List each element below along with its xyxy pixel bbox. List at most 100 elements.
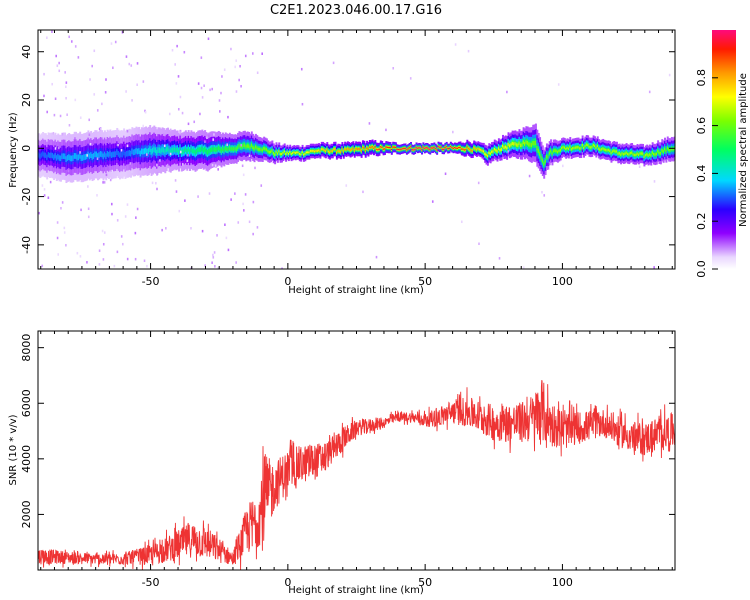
- spectrogram-noise: [116, 219, 119, 222]
- spectrogram-cell: [331, 150, 334, 152]
- spectrogram-noise: [248, 154, 251, 157]
- spectrogram-noise: [261, 52, 263, 55]
- spectrogram-noise: [193, 120, 196, 124]
- x-tick-label: -50: [142, 275, 160, 288]
- spectrogram-cell: [237, 145, 240, 150]
- spectrogram-noise: [201, 229, 204, 233]
- spectrogram-noise: [345, 184, 348, 187]
- spectrogram-cell: [405, 149, 408, 151]
- spectrogram-noise: [178, 209, 181, 213]
- spectrogram-cell: [451, 147, 454, 149]
- spectrogram-cell: [636, 152, 639, 155]
- spectrogram-noise: [171, 48, 174, 52]
- spectrogram-cell: [149, 146, 152, 153]
- spectrogram-cell: [599, 148, 602, 152]
- spectrogram-cell: [66, 155, 69, 161]
- spectrogram-cell: [633, 153, 636, 157]
- spectrogram-noise: [109, 178, 112, 182]
- spectrogram-cell: [419, 147, 422, 149]
- spectrogram-cell: [65, 156, 68, 162]
- spectrogram-cell: [216, 147, 219, 152]
- spectrogram-cell: [44, 152, 47, 158]
- spectrogram-cell: [532, 140, 535, 146]
- spectrogram-cell: [602, 147, 605, 150]
- spectrogram-cell: [637, 153, 640, 156]
- spectrogram-noise: [219, 110, 221, 113]
- spectrogram-cell: [278, 150, 281, 153]
- spectrogram-cell: [631, 151, 634, 154]
- spectrogram-noise: [131, 99, 133, 102]
- spectrogram-noise: [88, 133, 91, 137]
- spectrogram-noise: [187, 122, 190, 126]
- spectrogram-noise: [57, 146, 60, 150]
- spectrogram-cell: [669, 148, 672, 152]
- spectrogram-cell: [390, 148, 393, 151]
- spectrogram-cell: [491, 150, 494, 153]
- spectrogram-noise: [60, 206, 62, 210]
- spectrogram-cell: [379, 146, 382, 148]
- spectrogram-noise: [130, 64, 133, 67]
- spectrogram-cell: [282, 151, 285, 154]
- spectrogram-noise: [187, 154, 189, 157]
- spectrogram-cell: [556, 150, 559, 154]
- spectrogram-noise: [128, 62, 131, 66]
- spectrogram-cell: [226, 147, 229, 151]
- spectrogram-cell: [495, 149, 498, 152]
- spectrogram-noise: [113, 264, 116, 268]
- spectrogram-cell: [167, 146, 170, 152]
- spectrogram-noise: [57, 253, 60, 256]
- spectrogram-cell: [511, 141, 514, 145]
- spectrogram-cell: [308, 151, 311, 154]
- spectrogram-cell: [64, 153, 67, 160]
- spectrogram-cell: [327, 150, 330, 153]
- spectrogram-noise: [175, 190, 178, 193]
- spectrogram-noise: [146, 264, 148, 268]
- spectrogram-cell: [275, 150, 278, 153]
- spectrogram-cell: [182, 149, 185, 154]
- spectrogram-noise: [218, 99, 221, 102]
- spectrogram-cell: [537, 148, 540, 153]
- spectrogram-cell: [615, 150, 618, 153]
- spectrogram-noise: [332, 61, 335, 65]
- spectrogram-cell: [653, 152, 656, 156]
- spectrogram-cell: [326, 148, 329, 151]
- spectrogram-cell: [57, 153, 60, 160]
- spectrogram-cell: [224, 146, 227, 151]
- spectrogram-cell: [658, 151, 661, 155]
- spectrogram-noise: [211, 163, 214, 167]
- figure-title: C2E1.2023.046.00.17.G16: [270, 3, 442, 18]
- spectrogram-cell: [421, 149, 423, 151]
- spectrogram-noise: [43, 94, 45, 98]
- spectrogram-noise: [163, 144, 166, 147]
- spectrogram-noise: [41, 184, 44, 187]
- spectrogram-cell: [401, 148, 404, 150]
- spectrogram-noise: [197, 195, 199, 198]
- spectrogram-cell: [330, 150, 333, 152]
- spectrogram-cell: [662, 150, 665, 153]
- spectrogram-noise: [477, 181, 480, 185]
- spectrogram-cell: [432, 147, 434, 149]
- spectrogram-cell: [114, 151, 117, 158]
- spectrogram-cell: [364, 149, 367, 152]
- spectrogram-cell: [88, 153, 91, 160]
- spectrogram-cell: [338, 150, 341, 153]
- spectrogram-cell: [496, 150, 499, 153]
- spectrogram-noise: [102, 242, 105, 246]
- spectrogram-cell: [370, 146, 373, 149]
- spectrogram-cell: [323, 149, 326, 152]
- spectrogram-cell: [106, 150, 109, 157]
- spectrogram-cell: [289, 151, 292, 153]
- spectrogram-noise: [207, 37, 210, 41]
- spectrogram-marks: [38, 30, 675, 269]
- spectrogram-cell: [319, 150, 322, 153]
- spectrogram-cell: [622, 153, 625, 156]
- spectrogram-cell: [158, 147, 161, 153]
- spectrogram-cell: [171, 147, 174, 153]
- spectrogram-cell: [223, 148, 226, 153]
- spectrogram-cell: [256, 146, 259, 150]
- spectrogram-noise: [89, 142, 92, 146]
- spectrogram-noise: [235, 261, 237, 264]
- spectrogram-noise: [120, 148, 123, 152]
- spectrogram-cell: [407, 148, 410, 150]
